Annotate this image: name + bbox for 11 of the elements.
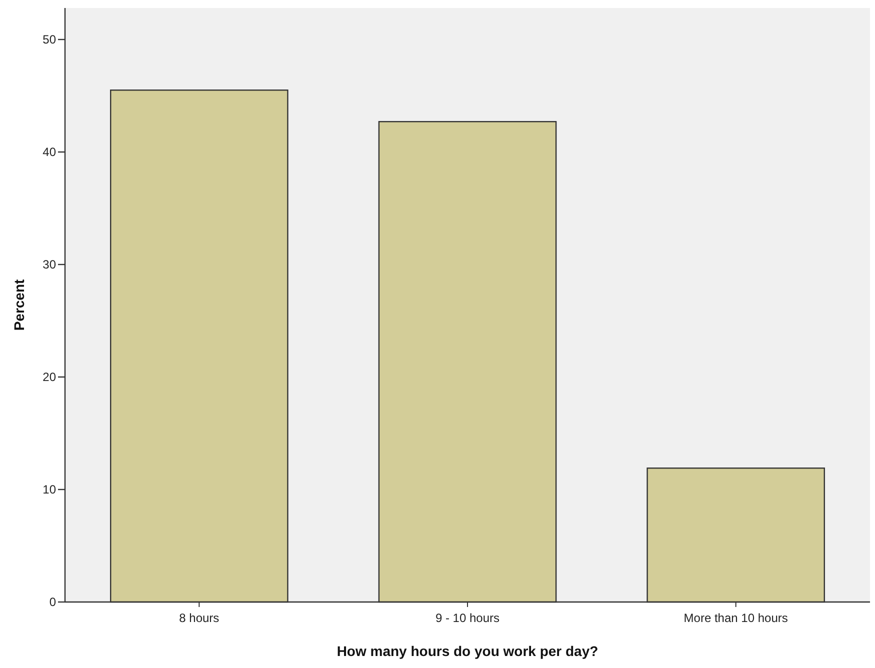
- x-axis-title: How many hours do you work per day?: [336, 643, 598, 659]
- y-tick-label: 30: [42, 258, 56, 272]
- y-tick-label: 20: [42, 370, 56, 384]
- y-tick-label: 50: [42, 32, 56, 47]
- y-tick-label: 40: [42, 145, 56, 160]
- y-axis-title: Percent: [11, 278, 27, 331]
- y-tick-label: 10: [42, 482, 56, 497]
- y-tick-label: 0: [49, 595, 56, 610]
- x-tick-label: 8 hours: [179, 611, 220, 625]
- x-tick-label: More than 10 hours: [684, 611, 788, 625]
- x-tick-label: 9 - 10 hours: [435, 611, 500, 625]
